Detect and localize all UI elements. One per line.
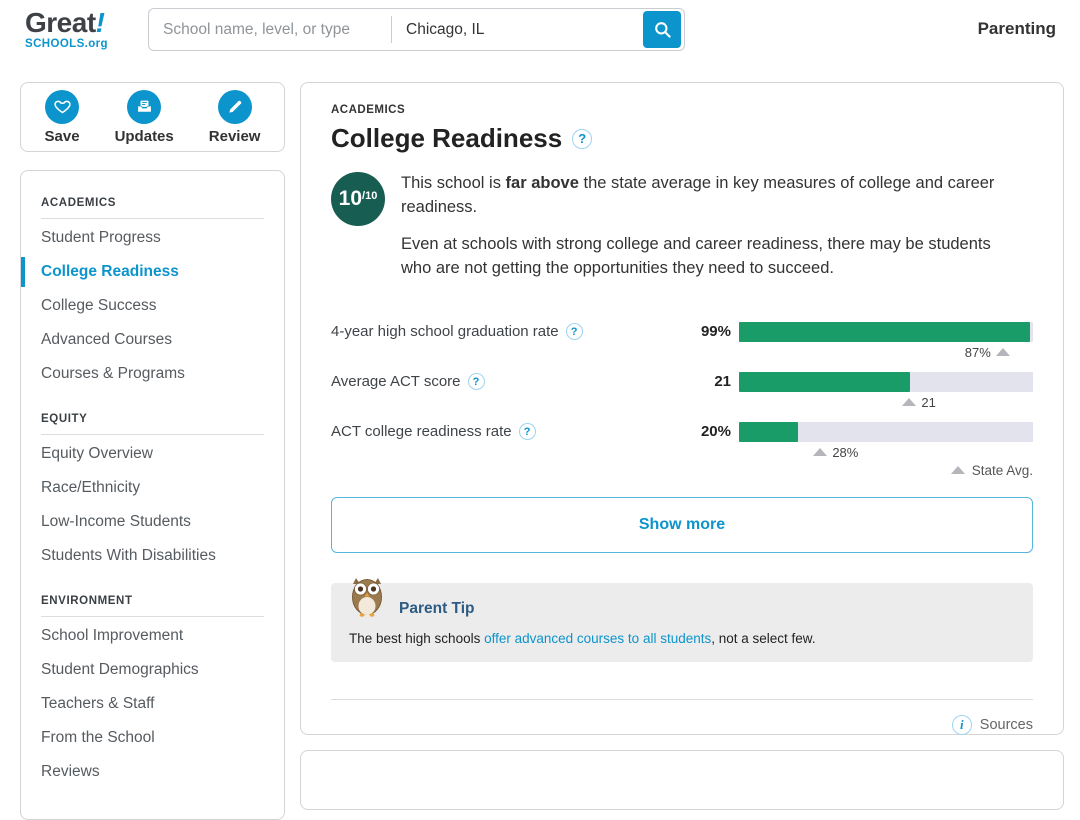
bar-value: 21 <box>714 373 731 391</box>
greatschools-logo[interactable]: Great! SCHOOLS.org <box>25 9 108 51</box>
search-button[interactable] <box>643 11 681 48</box>
inbox-icon <box>127 89 162 124</box>
nav-section-title-equity: EQUITY <box>41 413 88 425</box>
owl-icon <box>347 570 387 623</box>
bar-value: 20% <box>700 423 731 441</box>
bar-value: 99% <box>700 323 731 341</box>
rating-score: 10 <box>338 187 363 210</box>
rating-badge: 10 /10 <box>331 172 385 226</box>
readiness-bar-chart: 4-year high school graduation rate ? 99%… <box>331 307 1033 460</box>
rating-denominator: /10 <box>362 190 378 202</box>
summary-text: This school is far above the state avera… <box>401 172 1033 281</box>
triangle-up-icon <box>995 348 1010 357</box>
info-icon: i <box>951 714 972 735</box>
sidebar-item-equity-overview[interactable]: Equity Overview <box>41 445 153 462</box>
state-avg-value: 21 <box>921 394 936 410</box>
sidebar-item-student-demographics[interactable]: Student Demographics <box>41 661 199 678</box>
search-divider <box>391 16 392 43</box>
sidebar-item-teachers-staff[interactable]: Teachers & Staff <box>41 695 155 712</box>
school-actions-card: Save Updates Review <box>20 82 285 152</box>
parent-tip-text: The best high schools offer advanced cou… <box>349 630 816 646</box>
page-title: College Readiness <box>331 123 563 153</box>
nav-link-parenting[interactable]: Parenting <box>977 19 1056 38</box>
updates-button[interactable]: Updates <box>114 89 174 145</box>
bar-track: 21 <box>739 371 1033 410</box>
summary-paragraph-2: Even at schools with strong college and … <box>401 234 991 277</box>
divider <box>41 218 264 219</box>
help-icon[interactable]: ? <box>467 373 485 391</box>
summary-paragraph-1: This school is far above the state avera… <box>401 174 995 216</box>
nav-section-title-environment: ENVIRONMENT <box>41 595 133 607</box>
next-section-card <box>300 750 1064 810</box>
divider <box>41 434 264 435</box>
divider <box>41 616 264 617</box>
bar-fill <box>739 321 1031 342</box>
bar-row-act-score: Average ACT score ? 21 21 <box>331 357 1033 410</box>
bar-label-text: 4-year high school graduation rate <box>331 323 559 341</box>
sidebar-item-school-improvement[interactable]: School Improvement <box>41 627 184 644</box>
review-label: Review <box>208 127 261 145</box>
state-avg-value: 87% <box>964 344 991 360</box>
bar-track: 87% <box>739 321 1033 360</box>
pencil-icon <box>217 89 252 124</box>
legend-label: State Avg. <box>971 462 1033 478</box>
school-search-input[interactable] <box>149 9 391 50</box>
divider <box>331 698 1033 700</box>
sidebar-item-students-with-disabilities[interactable]: Students With Disabilities <box>41 547 216 564</box>
parent-tip-heading: Parent Tip <box>399 599 475 617</box>
show-more-button[interactable]: Show more <box>331 496 1033 553</box>
sidebar-item-race-ethnicity[interactable]: Race/Ethnicity <box>41 479 141 496</box>
sidebar-item-college-success[interactable]: College Success <box>41 297 157 314</box>
review-button[interactable]: Review <box>208 89 261 145</box>
sidebar-item-reviews[interactable]: Reviews <box>41 763 100 780</box>
bar-label-text: ACT college readiness rate <box>331 423 512 441</box>
sources-label: Sources <box>979 716 1033 733</box>
bar-fill <box>739 421 798 442</box>
logo-exclamation: ! <box>95 7 105 38</box>
search-icon <box>653 20 672 39</box>
heart-icon <box>45 89 80 124</box>
section-eyebrow: ACADEMICS <box>331 104 406 116</box>
logo-subtext: SCHOOLS.org <box>25 38 108 50</box>
save-button[interactable]: Save <box>44 89 80 145</box>
bar-row-graduation-rate: 4-year high school graduation rate ? 99%… <box>331 307 1033 360</box>
save-label: Save <box>44 127 80 145</box>
updates-label: Updates <box>114 127 174 145</box>
advanced-courses-link[interactable]: offer advanced courses to all students <box>484 630 712 646</box>
college-readiness-card: ACADEMICS College Readiness ? 10 /10 Thi… <box>300 82 1064 735</box>
bar-row-act-readiness-rate: ACT college readiness rate ? 20% 28% <box>331 407 1033 460</box>
top-header: Great! SCHOOLS.org Parenting <box>0 0 1080 64</box>
nav-section-title-academics: ACADEMICS <box>41 197 117 209</box>
bar-fill <box>739 371 911 392</box>
bar-track: 28% <box>739 421 1033 460</box>
sidebar-item-student-progress[interactable]: Student Progress <box>41 229 161 246</box>
bar-label-text: Average ACT score <box>331 373 461 391</box>
triangle-up-icon <box>813 448 828 457</box>
logo-word: Great <box>25 7 96 38</box>
sidebar-item-from-the-school[interactable]: From the School <box>41 729 155 746</box>
sidebar-item-low-income-students[interactable]: Low-Income Students <box>41 513 191 530</box>
state-avg-marker: 87% <box>965 345 1010 360</box>
sidebar-item-college-readiness[interactable]: College Readiness <box>21 255 284 289</box>
state-avg-legend: State Avg. <box>331 463 1033 478</box>
state-avg-marker: 21 <box>902 394 936 410</box>
triangle-up-icon <box>902 398 917 407</box>
location-input[interactable] <box>392 9 643 50</box>
section-nav-sidebar: ACADEMICS Student Progress College Readi… <box>20 170 285 820</box>
help-icon[interactable]: ? <box>572 128 593 149</box>
sidebar-item-advanced-courses[interactable]: Advanced Courses <box>41 331 172 348</box>
triangle-up-icon <box>950 466 965 475</box>
state-avg-marker: 28% <box>813 445 858 460</box>
sources-link[interactable]: i Sources <box>331 714 1033 735</box>
parent-tip-box: Parent Tip The best high schools offer a… <box>331 577 1033 662</box>
help-icon[interactable]: ? <box>565 323 583 341</box>
state-avg-value: 28% <box>832 444 859 460</box>
help-icon[interactable]: ? <box>518 423 536 441</box>
school-search-bar <box>148 8 685 51</box>
sidebar-item-courses-programs[interactable]: Courses & Programs <box>41 365 185 382</box>
